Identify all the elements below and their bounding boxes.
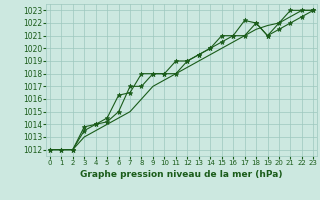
X-axis label: Graphe pression niveau de la mer (hPa): Graphe pression niveau de la mer (hPa): [80, 170, 283, 179]
